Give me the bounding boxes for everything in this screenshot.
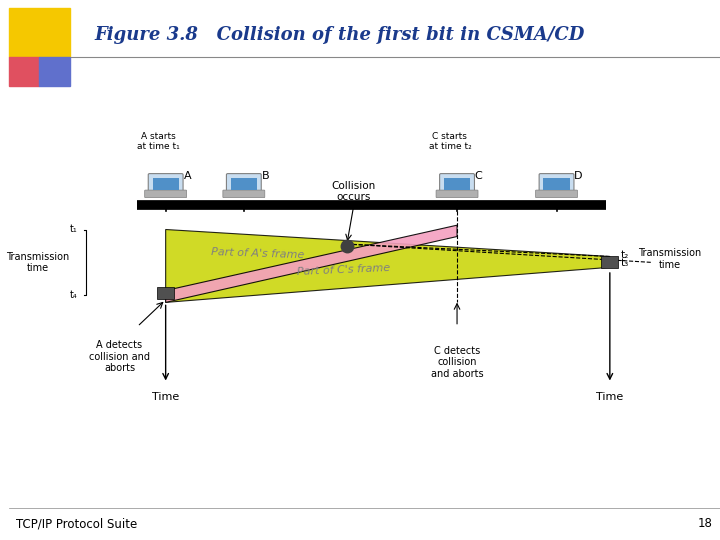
FancyBboxPatch shape: [148, 174, 183, 193]
Bar: [444, 178, 470, 190]
Bar: [9, 57, 39, 86]
FancyBboxPatch shape: [440, 174, 474, 193]
Text: C starts
at time t₂: C starts at time t₂: [428, 132, 472, 151]
FancyBboxPatch shape: [536, 190, 577, 198]
Bar: [39, 57, 70, 86]
FancyBboxPatch shape: [436, 190, 478, 198]
Text: t₄: t₄: [70, 291, 78, 300]
Text: A starts
at time t₁: A starts at time t₁: [138, 132, 180, 151]
Text: t₃: t₃: [621, 258, 629, 268]
FancyBboxPatch shape: [226, 174, 261, 193]
FancyBboxPatch shape: [539, 174, 574, 193]
Text: Time: Time: [152, 392, 179, 402]
Text: D: D: [575, 171, 582, 181]
Text: Transmission
time: Transmission time: [6, 252, 69, 273]
Bar: [601, 256, 618, 268]
Text: C: C: [474, 171, 482, 181]
Bar: [157, 287, 174, 299]
Text: C detects
collision
and aborts: C detects collision and aborts: [431, 346, 483, 379]
Bar: [544, 178, 570, 190]
Text: t₁: t₁: [70, 225, 78, 234]
Text: t₂: t₂: [621, 251, 629, 260]
Text: Part of C's frame: Part of C's frame: [297, 263, 390, 277]
FancyBboxPatch shape: [145, 190, 186, 198]
Text: A detects
collision and
aborts: A detects collision and aborts: [89, 340, 150, 373]
Polygon shape: [166, 225, 457, 302]
Text: Time: Time: [596, 392, 624, 402]
Text: Figure 3.8   Collision of the first bit in CSMA/CD: Figure 3.8 Collision of the first bit in…: [94, 26, 585, 44]
Bar: [153, 178, 179, 190]
Polygon shape: [166, 230, 610, 302]
Text: Transmission
time: Transmission time: [638, 248, 701, 270]
Bar: [9, 8, 70, 57]
Bar: [230, 178, 257, 190]
Text: Part of A's frame: Part of A's frame: [211, 247, 305, 260]
Text: TCP/IP Protocol Suite: TCP/IP Protocol Suite: [17, 517, 138, 530]
Text: A: A: [184, 171, 191, 181]
Text: B: B: [261, 171, 269, 181]
FancyBboxPatch shape: [223, 190, 265, 198]
Text: 18: 18: [698, 517, 713, 530]
Text: Collision
occurs: Collision occurs: [332, 181, 376, 202]
